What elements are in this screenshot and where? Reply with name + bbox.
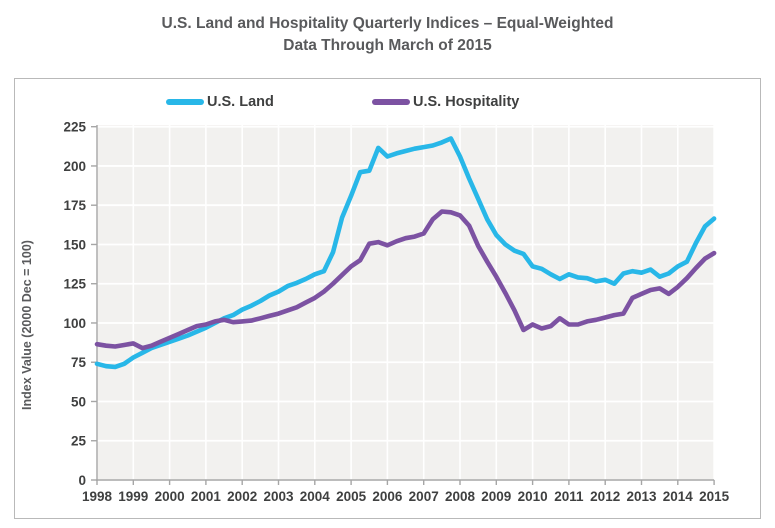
x-tick-label: 2000 bbox=[155, 489, 185, 504]
x-tick-label: 2004 bbox=[300, 489, 331, 504]
x-tick-label: 2003 bbox=[263, 489, 294, 504]
x-tick-label: 1999 bbox=[118, 489, 148, 504]
legend-label-us-hospitality: U.S. Hospitality bbox=[413, 94, 520, 110]
y-tick-label: 125 bbox=[63, 277, 86, 292]
y-tick-label: 225 bbox=[63, 120, 86, 135]
legend-label-us-land: U.S. Land bbox=[207, 94, 274, 110]
y-tick-label: 50 bbox=[71, 394, 86, 409]
y-tick-label: 150 bbox=[63, 237, 86, 252]
x-tick-label: 2011 bbox=[554, 489, 584, 504]
x-tick-label: 2005 bbox=[336, 489, 367, 504]
legend-item-us-land: U.S. Land bbox=[166, 92, 274, 112]
x-tick-label: 2008 bbox=[445, 489, 476, 504]
x-tick-label: 2012 bbox=[590, 489, 620, 504]
x-tick-label: 2013 bbox=[626, 489, 657, 504]
x-tick-label: 2002 bbox=[227, 489, 257, 504]
x-tick-label: 1998 bbox=[82, 489, 113, 504]
x-tick-label: 2009 bbox=[481, 489, 511, 504]
y-tick-label: 0 bbox=[78, 473, 86, 488]
legend-item-us-hospitality: U.S. Hospitality bbox=[372, 92, 519, 112]
y-tick-label: 25 bbox=[71, 434, 87, 449]
x-tick-label: 2015 bbox=[699, 489, 730, 504]
chart-title: U.S. Land and Hospitality Quarterly Indi… bbox=[0, 13, 775, 57]
y-tick-label: 175 bbox=[63, 198, 86, 213]
chart-title-line1: U.S. Land and Hospitality Quarterly Indi… bbox=[161, 15, 614, 32]
chart-title-line2: Data Through March of 2015 bbox=[283, 37, 492, 54]
us-land-swatch bbox=[166, 99, 204, 105]
y-tick-label: 100 bbox=[63, 316, 86, 331]
x-tick-label: 2006 bbox=[372, 489, 403, 504]
us-hospitality-swatch bbox=[372, 99, 410, 105]
chart-legend: U.S. Land U.S. Hospitality bbox=[0, 92, 775, 112]
y-tick-label: 75 bbox=[71, 355, 87, 370]
plot-background bbox=[97, 125, 715, 480]
y-axis-title: Index Value (2000 Dec = 100) bbox=[20, 240, 34, 410]
y-tick-label: 200 bbox=[63, 159, 86, 174]
x-tick-label: 2001 bbox=[191, 489, 222, 504]
us-hospitality-line bbox=[94, 209, 717, 351]
x-tick-label: 2007 bbox=[409, 489, 439, 504]
x-tick-label: 2014 bbox=[663, 489, 694, 504]
us-land-line bbox=[94, 136, 717, 370]
x-tick-label: 2010 bbox=[518, 489, 548, 504]
